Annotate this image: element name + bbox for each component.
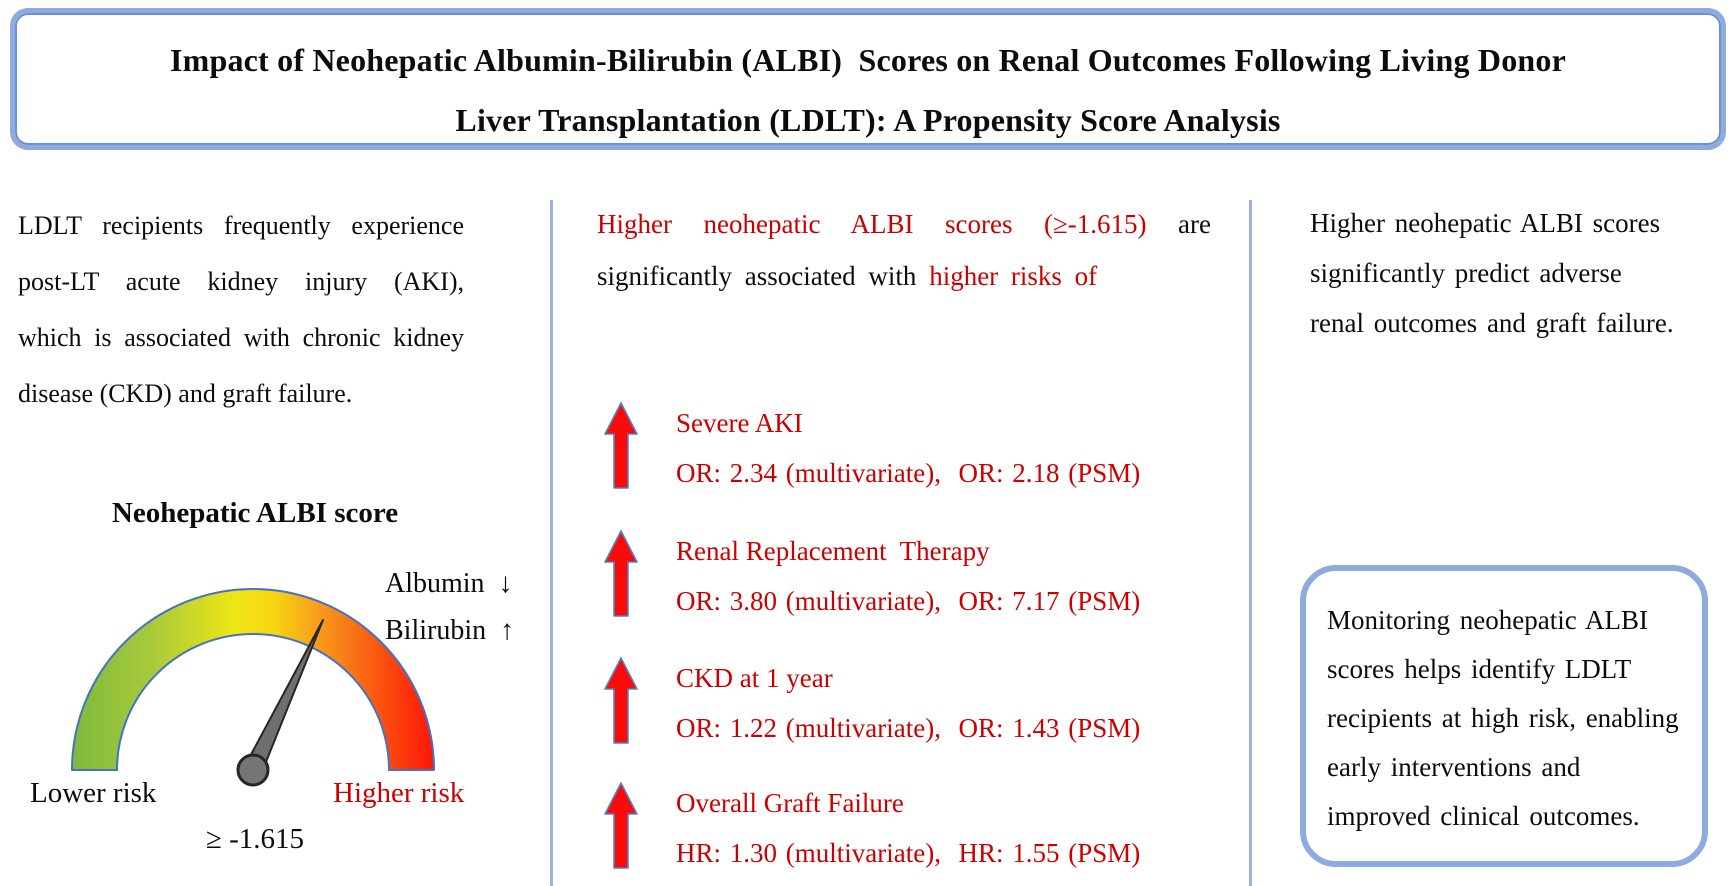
statement-line: Higher neohepatic ALBI scores (≥-1.615) …	[597, 198, 1211, 250]
statement-red-segment: higher risks of	[929, 261, 1098, 291]
risk-item-title: Overall Graft Failure	[676, 788, 904, 818]
prediction-summary: Higher neohepatic ALBI scores significan…	[1310, 198, 1720, 348]
risk-item-graft-failure: Overall Graft Failure HR: 1.30 (multivar…	[604, 778, 1220, 878]
column-divider-left	[550, 200, 553, 886]
lower-risk-label: Lower risk	[30, 777, 157, 809]
conclusion-line: improved clinical outcomes.	[1327, 801, 1640, 831]
up-arrow-icon	[604, 657, 638, 750]
risk-item-ckd: CKD at 1 year OR: 1.22 (multivariate), O…	[604, 653, 1220, 753]
risk-item-title: Renal Replacement Therapy	[676, 536, 990, 566]
gauge-heading: Neohepatic ALBI score	[111, 497, 399, 529]
conclusion-line: recipients at high risk, enabling	[1327, 703, 1679, 733]
background-paragraph: LDLT recipients frequently experience po…	[18, 198, 464, 422]
gauge-needle-hub	[236, 753, 270, 787]
statement-line: significantly associated with higher ris…	[597, 250, 1211, 302]
conclusion-line: scores helps identify LDLT	[1327, 654, 1632, 684]
bilirubin-up-label: Bilirubin ↑	[385, 615, 515, 646]
gauge-needle	[243, 619, 324, 775]
up-arrow-icon	[604, 530, 638, 623]
risk-item-stats: HR: 1.30 (multivariate), HR: 1.55 (PSM)	[676, 838, 1141, 868]
summary-line: significantly predict adverse	[1310, 258, 1622, 288]
risk-item-stats: OR: 2.34 (multivariate), OR: 2.18 (PSM)	[676, 458, 1141, 488]
statement-black-segment: are	[1146, 209, 1211, 239]
risk-item-severe-aki: Severe AKI OR: 2.34 (multivariate), OR: …	[604, 398, 1220, 498]
statement-red-segment: Higher neohepatic ALBI scores (≥-1.615)	[597, 209, 1147, 239]
up-arrow-icon	[604, 782, 638, 875]
paragraph-line: disease (CKD) and graft failure.	[18, 379, 353, 408]
conclusion-line: early interventions and	[1327, 752, 1581, 782]
title-box: Impact of Neohepatic Albumin-Bilirubin (…	[10, 8, 1726, 150]
column-divider-right	[1249, 200, 1252, 886]
title-line-2: Liver Transplantation (LDLT): A Propensi…	[455, 102, 1281, 138]
association-statement: Higher neohepatic ALBI scores (≥-1.615) …	[597, 198, 1211, 302]
paragraph-line: LDLT recipients frequently experience	[18, 211, 464, 240]
risk-item-title: Severe AKI	[676, 408, 803, 438]
risk-item-rrt: Renal Replacement Therapy OR: 3.80 (mult…	[604, 526, 1220, 626]
risk-item-title: CKD at 1 year	[676, 663, 833, 693]
statement-black-segment: significantly associated with	[597, 261, 930, 291]
albi-gauge-icon	[71, 588, 435, 787]
conclusion-line: Monitoring neohepatic ALBI	[1327, 605, 1648, 635]
albumin-down-label: Albumin ↓	[385, 568, 513, 599]
conclusion-box: Monitoring neohepatic ALBI scores helps …	[1300, 565, 1708, 867]
title-line-1: Impact of Neohepatic Albumin-Bilirubin (…	[169, 42, 1567, 78]
summary-line: Higher neohepatic ALBI scores	[1310, 208, 1661, 238]
paragraph-line: which is associated with chronic kidney	[18, 323, 464, 352]
summary-line: renal outcomes and graft failure.	[1310, 308, 1674, 338]
gauge-arc	[71, 588, 435, 771]
up-arrow-icon	[604, 402, 638, 495]
paragraph-line: post-LT acute kidney injury (AKI),	[18, 267, 464, 296]
risk-item-stats: OR: 1.22 (multivariate), OR: 1.43 (PSM)	[676, 713, 1141, 743]
higher-risk-label: Higher risk	[333, 777, 465, 809]
threshold-value: ≥ -1.615	[205, 823, 305, 855]
risk-item-stats: OR: 3.80 (multivariate), OR: 7.17 (PSM)	[676, 586, 1141, 616]
